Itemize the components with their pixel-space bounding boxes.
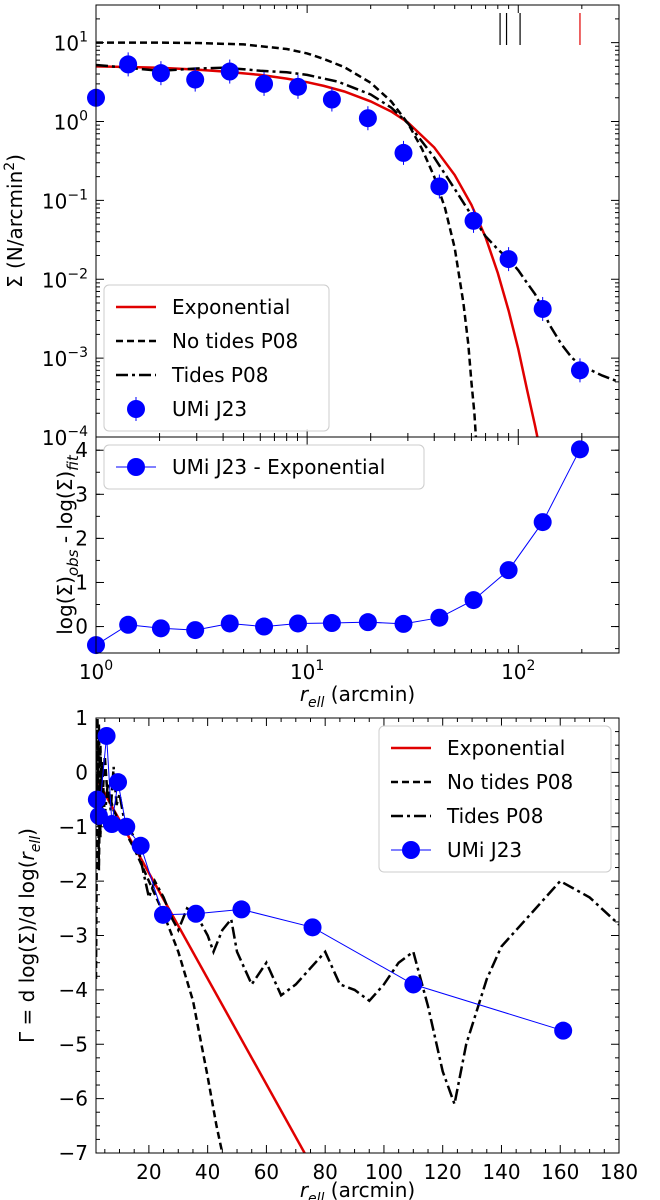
top-y-tick-label: 100 — [54, 109, 88, 135]
mid-umi-j23-exponential-point — [464, 591, 483, 610]
bot-x-tick-label: 80 — [312, 1160, 337, 1184]
top-legend-label-exponential: Exponential — [172, 295, 290, 319]
mid-umi-j23-exponential-point — [119, 615, 138, 634]
top-y-tick-label: 10−4 — [42, 424, 88, 450]
top-y-tick-label: 10−2 — [42, 266, 88, 292]
bot-umi-j23-point — [232, 900, 251, 919]
mid-umi-j23-exponential-point — [186, 621, 205, 640]
top-exponential-line — [96, 65, 539, 437]
bot-y-tick-label: −2 — [59, 869, 88, 893]
bot-y-tick-label: −3 — [59, 924, 88, 948]
mid-y-tick-label: 2 — [75, 526, 88, 550]
top-y-tick-label: 10−3 — [42, 345, 88, 371]
mid-y-tick-label: 1 — [75, 570, 88, 594]
bot-umi-j23-point — [303, 918, 322, 937]
bot-x-tick-label: 140 — [482, 1160, 520, 1184]
bot-tides-p08-line — [96, 723, 619, 1109]
bot-y-tick-label: −1 — [59, 815, 88, 839]
bot-y-tick-label: 0 — [75, 760, 88, 784]
top-legend-box — [103, 284, 330, 432]
bot-x-tick-label: 160 — [541, 1160, 579, 1184]
mid-umi-j23-exponential-point — [430, 608, 449, 627]
bot-y-tick-label: −7 — [59, 1141, 88, 1165]
mid-y-tick-label: 4 — [75, 438, 88, 462]
bot-umi-j23-point — [117, 817, 136, 836]
mid-umi-j23-exponential-point — [394, 614, 413, 633]
mid-legend-label-umi-j23-exponential: UMi J23 - Exponential — [172, 455, 385, 479]
bot-legend-label-umi-j23: UMi J23 — [447, 838, 522, 862]
top-no-tides-p08-line — [96, 41, 478, 437]
bot-umi-j23-point — [87, 790, 106, 809]
bot-umi-j23-point — [89, 806, 108, 825]
bot-legend-label-no-tides-p08: No tides P08 — [447, 770, 573, 794]
bot-y-tick-label: −6 — [59, 1087, 88, 1111]
mid-x-axis-title: rell (arcmin) — [300, 682, 415, 711]
mid-umi-j23-exponential-point — [151, 619, 170, 638]
bot-x-tick-label: 40 — [195, 1160, 220, 1184]
mid-x-tick-label: 100 — [79, 658, 113, 684]
bot-umi-j23-point — [131, 836, 150, 855]
bot-y-tick-label: −4 — [59, 978, 88, 1002]
bot-y-tick-label: 1 — [75, 706, 88, 730]
top-y-tick-label: 10−1 — [42, 187, 88, 213]
bot-x-tick-label: 100 — [365, 1160, 403, 1184]
mid-y-tick-label: 3 — [75, 482, 88, 506]
bot-panel-frame — [95, 717, 620, 1154]
bot-umi-j23-point — [554, 1021, 573, 1040]
bot-x-axis-title: rell (arcmin) — [300, 1178, 415, 1200]
mid-umi-j23-exponential-point — [533, 513, 552, 532]
bot-x-tick-label: 20 — [136, 1160, 161, 1184]
mid-umi-j23-exponential-point — [220, 614, 239, 633]
mid-legend-box — [103, 444, 425, 490]
bot-umi-j23-point — [153, 905, 172, 924]
top-legend-label-no-tides-p08: No tides P08 — [172, 329, 298, 353]
bot-umi-j23-point — [97, 726, 116, 745]
bot-umi-j23-point — [102, 815, 121, 834]
top-y-axis-title: Σ (N/arcmin2) — [2, 154, 27, 288]
mid-legend-marker-umi-j23-exponential — [127, 458, 145, 476]
top-y-tick-label: 101 — [54, 30, 88, 56]
top-legend-label-umi-j23: UMi J23 — [172, 397, 247, 421]
mid-umi-j23-exponential-point — [499, 561, 518, 580]
top-legend-label-tides-p08: Tides P08 — [171, 363, 268, 387]
bot-umi-j23-point — [404, 975, 423, 994]
bot-umi-j23-point — [109, 773, 128, 792]
mid-x-tick-label: 102 — [501, 658, 535, 684]
mid-umi-j23-exponential-point — [358, 613, 377, 632]
mid-umi-j23-exponential-point — [255, 617, 274, 636]
bot-umi-j23-point — [186, 904, 205, 923]
mid-x-tick-label: 101 — [290, 658, 324, 684]
mid-umi-j23-exponential-point — [322, 614, 341, 633]
mid-umi-j23-exponential-point — [288, 614, 307, 633]
bot-legend-label-tides-p08: Tides P08 — [446, 804, 543, 828]
bot-legend-label-exponential: Exponential — [447, 736, 565, 760]
bot-legend-box — [378, 725, 612, 873]
bot-y-axis-title: Γ = d log(Σ)/d log(rell) — [15, 828, 44, 1043]
mid-y-axis-title: log(Σ)obs - log(Σ)fit — [53, 454, 82, 635]
mid-y-tick-label: 0 — [75, 615, 88, 639]
bot-x-tick-label: 180 — [600, 1160, 638, 1184]
mid-panel-frame — [95, 436, 620, 654]
bot-legend-marker-umi-j23 — [402, 841, 420, 859]
mid-umi-j23-exponential-point — [570, 440, 589, 459]
bot-y-tick-label: −5 — [59, 1032, 88, 1056]
bot-x-tick-label: 120 — [424, 1160, 462, 1184]
bot-x-tick-label: 60 — [254, 1160, 279, 1184]
